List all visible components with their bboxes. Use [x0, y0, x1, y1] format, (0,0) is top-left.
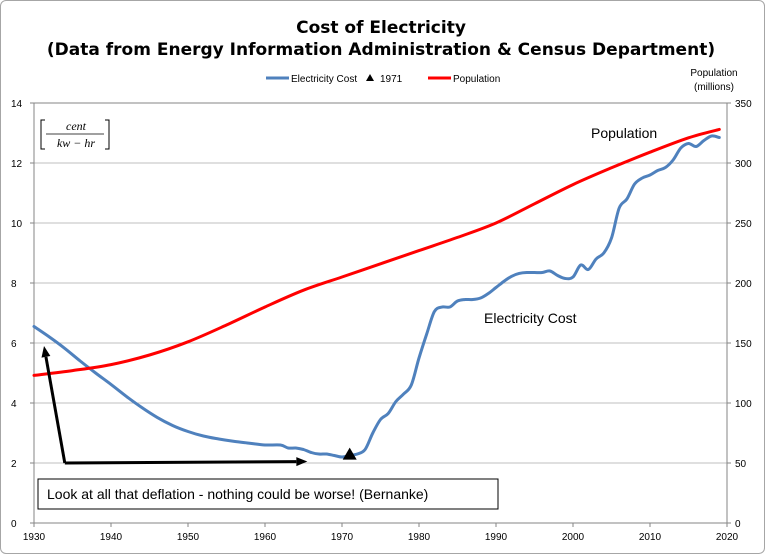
axes: 0 2 4 6 8 10 12 14 0 50 100 150 200 250 300 350 1930 1940…: [11, 99, 752, 543]
chart-title-line2: (Data from Energy Information Administra…: [47, 40, 715, 60]
electricity-cost-annotation: Electricity Cost: [484, 310, 577, 326]
y-right-tick-label: 100: [735, 399, 752, 410]
x-tick-label: 1960: [254, 532, 277, 543]
x-tick-label: 2010: [639, 532, 662, 543]
x-tick-label: 1990: [485, 532, 508, 543]
annotation-box-text: Look at all that deflation - nothing cou…: [47, 486, 428, 502]
markers: [342, 447, 357, 460]
y-left-tick-label: 2: [11, 459, 17, 470]
y-left-tick-label: 12: [11, 159, 23, 170]
series-line-population: [32, 127, 721, 377]
chart-title-line1: Cost of Electricity: [296, 18, 466, 38]
y-right-tick-label: 200: [735, 279, 752, 290]
y-left-tick-label: 14: [11, 99, 23, 110]
annotation-arrow-1: [44, 356, 67, 464]
x-tick-label: 1950: [177, 532, 200, 543]
arrows: [41, 346, 308, 467]
y-left-tick-label: 4: [11, 399, 17, 410]
unit-label: cent kw − hr: [40, 119, 110, 150]
y-right-tick-label: 350: [735, 99, 752, 110]
gridlines: [34, 162, 727, 464]
x-tick-label: 1930: [23, 532, 46, 543]
legend: Electricity Cost 1971 Population: [266, 74, 500, 85]
unit-numerator: cent: [66, 119, 87, 133]
y-right-tick-label: 150: [735, 339, 752, 350]
y-right-tick-label: 300: [735, 159, 752, 170]
annotation-arrow-2: [64, 460, 297, 465]
legend-label-electricity-cost: Electricity Cost: [291, 74, 357, 85]
y-right-tick-label: 0: [735, 519, 741, 530]
legend-label-1971: 1971: [380, 74, 403, 85]
y-left-tick-label: 6: [11, 339, 17, 350]
series: [32, 127, 721, 459]
x-tick-label: 2020: [716, 532, 739, 543]
y-left-tick-label: 0: [11, 519, 17, 530]
legend-swatch-1971: [366, 74, 374, 81]
y-right-tick-label: 250: [735, 219, 752, 230]
population-annotation: Population: [591, 125, 657, 141]
y-left-tick-label: 8: [11, 279, 17, 290]
y-right-tick-label: 50: [735, 459, 747, 470]
x-tick-label: 1980: [408, 532, 431, 543]
plot-area: [33, 102, 728, 524]
x-tick-label: 2000: [562, 532, 585, 543]
right-axis-label-line2: (millions): [694, 82, 734, 93]
series-line-electricity-cost: [32, 134, 721, 459]
point-marker-1971: [342, 447, 357, 460]
right-axis-label-line1: Population: [690, 68, 737, 79]
legend-label-population: Population: [453, 74, 500, 85]
y-left-tick-label: 10: [11, 219, 23, 230]
x-tick-label: 1940: [100, 532, 123, 543]
annotation-box: Look at all that deflation - nothing cou…: [37, 478, 499, 510]
annotation-arrow-1-head: [41, 346, 51, 358]
annotation-arrow-2-head: [296, 457, 308, 467]
x-tick-label: 1970: [331, 532, 354, 543]
unit-denominator: kw − hr: [57, 136, 95, 150]
